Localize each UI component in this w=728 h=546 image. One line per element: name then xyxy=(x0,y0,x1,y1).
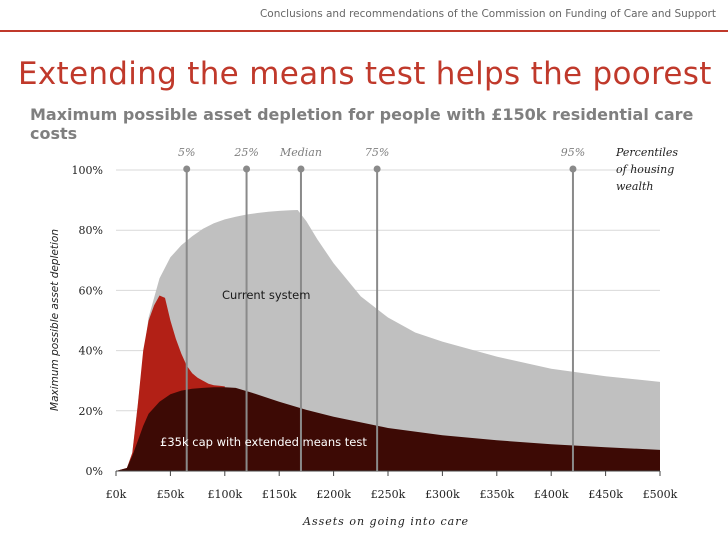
percentile-legend-line: wealth xyxy=(616,180,654,193)
report-breadcrumb: Conclusions and recommendations of the C… xyxy=(259,8,716,20)
x-tick-label: £250k xyxy=(371,488,406,501)
x-tick-label: £300k xyxy=(425,488,460,501)
y-tick-label: 80% xyxy=(79,224,103,237)
x-tick-label: £200k xyxy=(316,488,351,501)
percentile-legend-line: Percentiles xyxy=(615,146,678,159)
percentile-markers: 5% 25% Median 75% 95% Percentiles of housing we… xyxy=(178,146,678,471)
capped-means-test-area xyxy=(116,387,660,471)
percentile-label: 5% xyxy=(178,146,195,159)
percentile-marker-dot xyxy=(183,165,191,173)
percentile-label: 75% xyxy=(365,146,389,159)
y-tick-label: 100% xyxy=(72,164,103,177)
x-tick-label: £350k xyxy=(479,488,514,501)
axes: 0% 20% 40% 60% 80% 100% £0k £50k £100k £150k £200k… xyxy=(72,164,678,501)
x-tick-label: £50k xyxy=(157,488,185,501)
percentile-label: 95% xyxy=(561,146,585,159)
percentile-label: Median xyxy=(279,146,322,159)
x-axis-title: Assets on going into care xyxy=(302,515,469,528)
y-axis-title: Maximum possible asset depletion xyxy=(49,229,61,411)
x-tick-label: £450k xyxy=(588,488,623,501)
percentile-marker-dot xyxy=(297,165,305,173)
y-tick-label: 0% xyxy=(86,465,103,478)
x-tick-label: £150k xyxy=(262,488,297,501)
series-areas xyxy=(116,210,660,471)
x-tick-label: £0k xyxy=(106,488,127,501)
percentile-marker-dot xyxy=(569,165,577,173)
current-system-label: Current system xyxy=(222,288,310,302)
percentile-marker-dot xyxy=(373,165,381,173)
y-tick-label: 20% xyxy=(79,405,103,418)
x-tick-label: £100k xyxy=(207,488,242,501)
x-tick-label: £400k xyxy=(534,488,569,501)
y-tick-label: 60% xyxy=(79,284,103,297)
page-title: Extending the means test helps the poore… xyxy=(18,56,712,92)
percentile-marker-dot xyxy=(243,165,251,173)
percentile-label: 25% xyxy=(233,146,258,159)
percentile-legend-line: of housing xyxy=(616,163,674,176)
x-tick-label: £500k xyxy=(643,488,678,501)
chart-labels: Assets on going into care Maximum possibl… xyxy=(49,229,469,528)
chart-subtitle: Maximum possible asset depletion for peo… xyxy=(30,105,694,143)
y-tick-label: 40% xyxy=(79,345,103,358)
header-divider xyxy=(0,30,728,32)
capped-means-test-label: £35k cap with extended means test xyxy=(160,435,367,449)
